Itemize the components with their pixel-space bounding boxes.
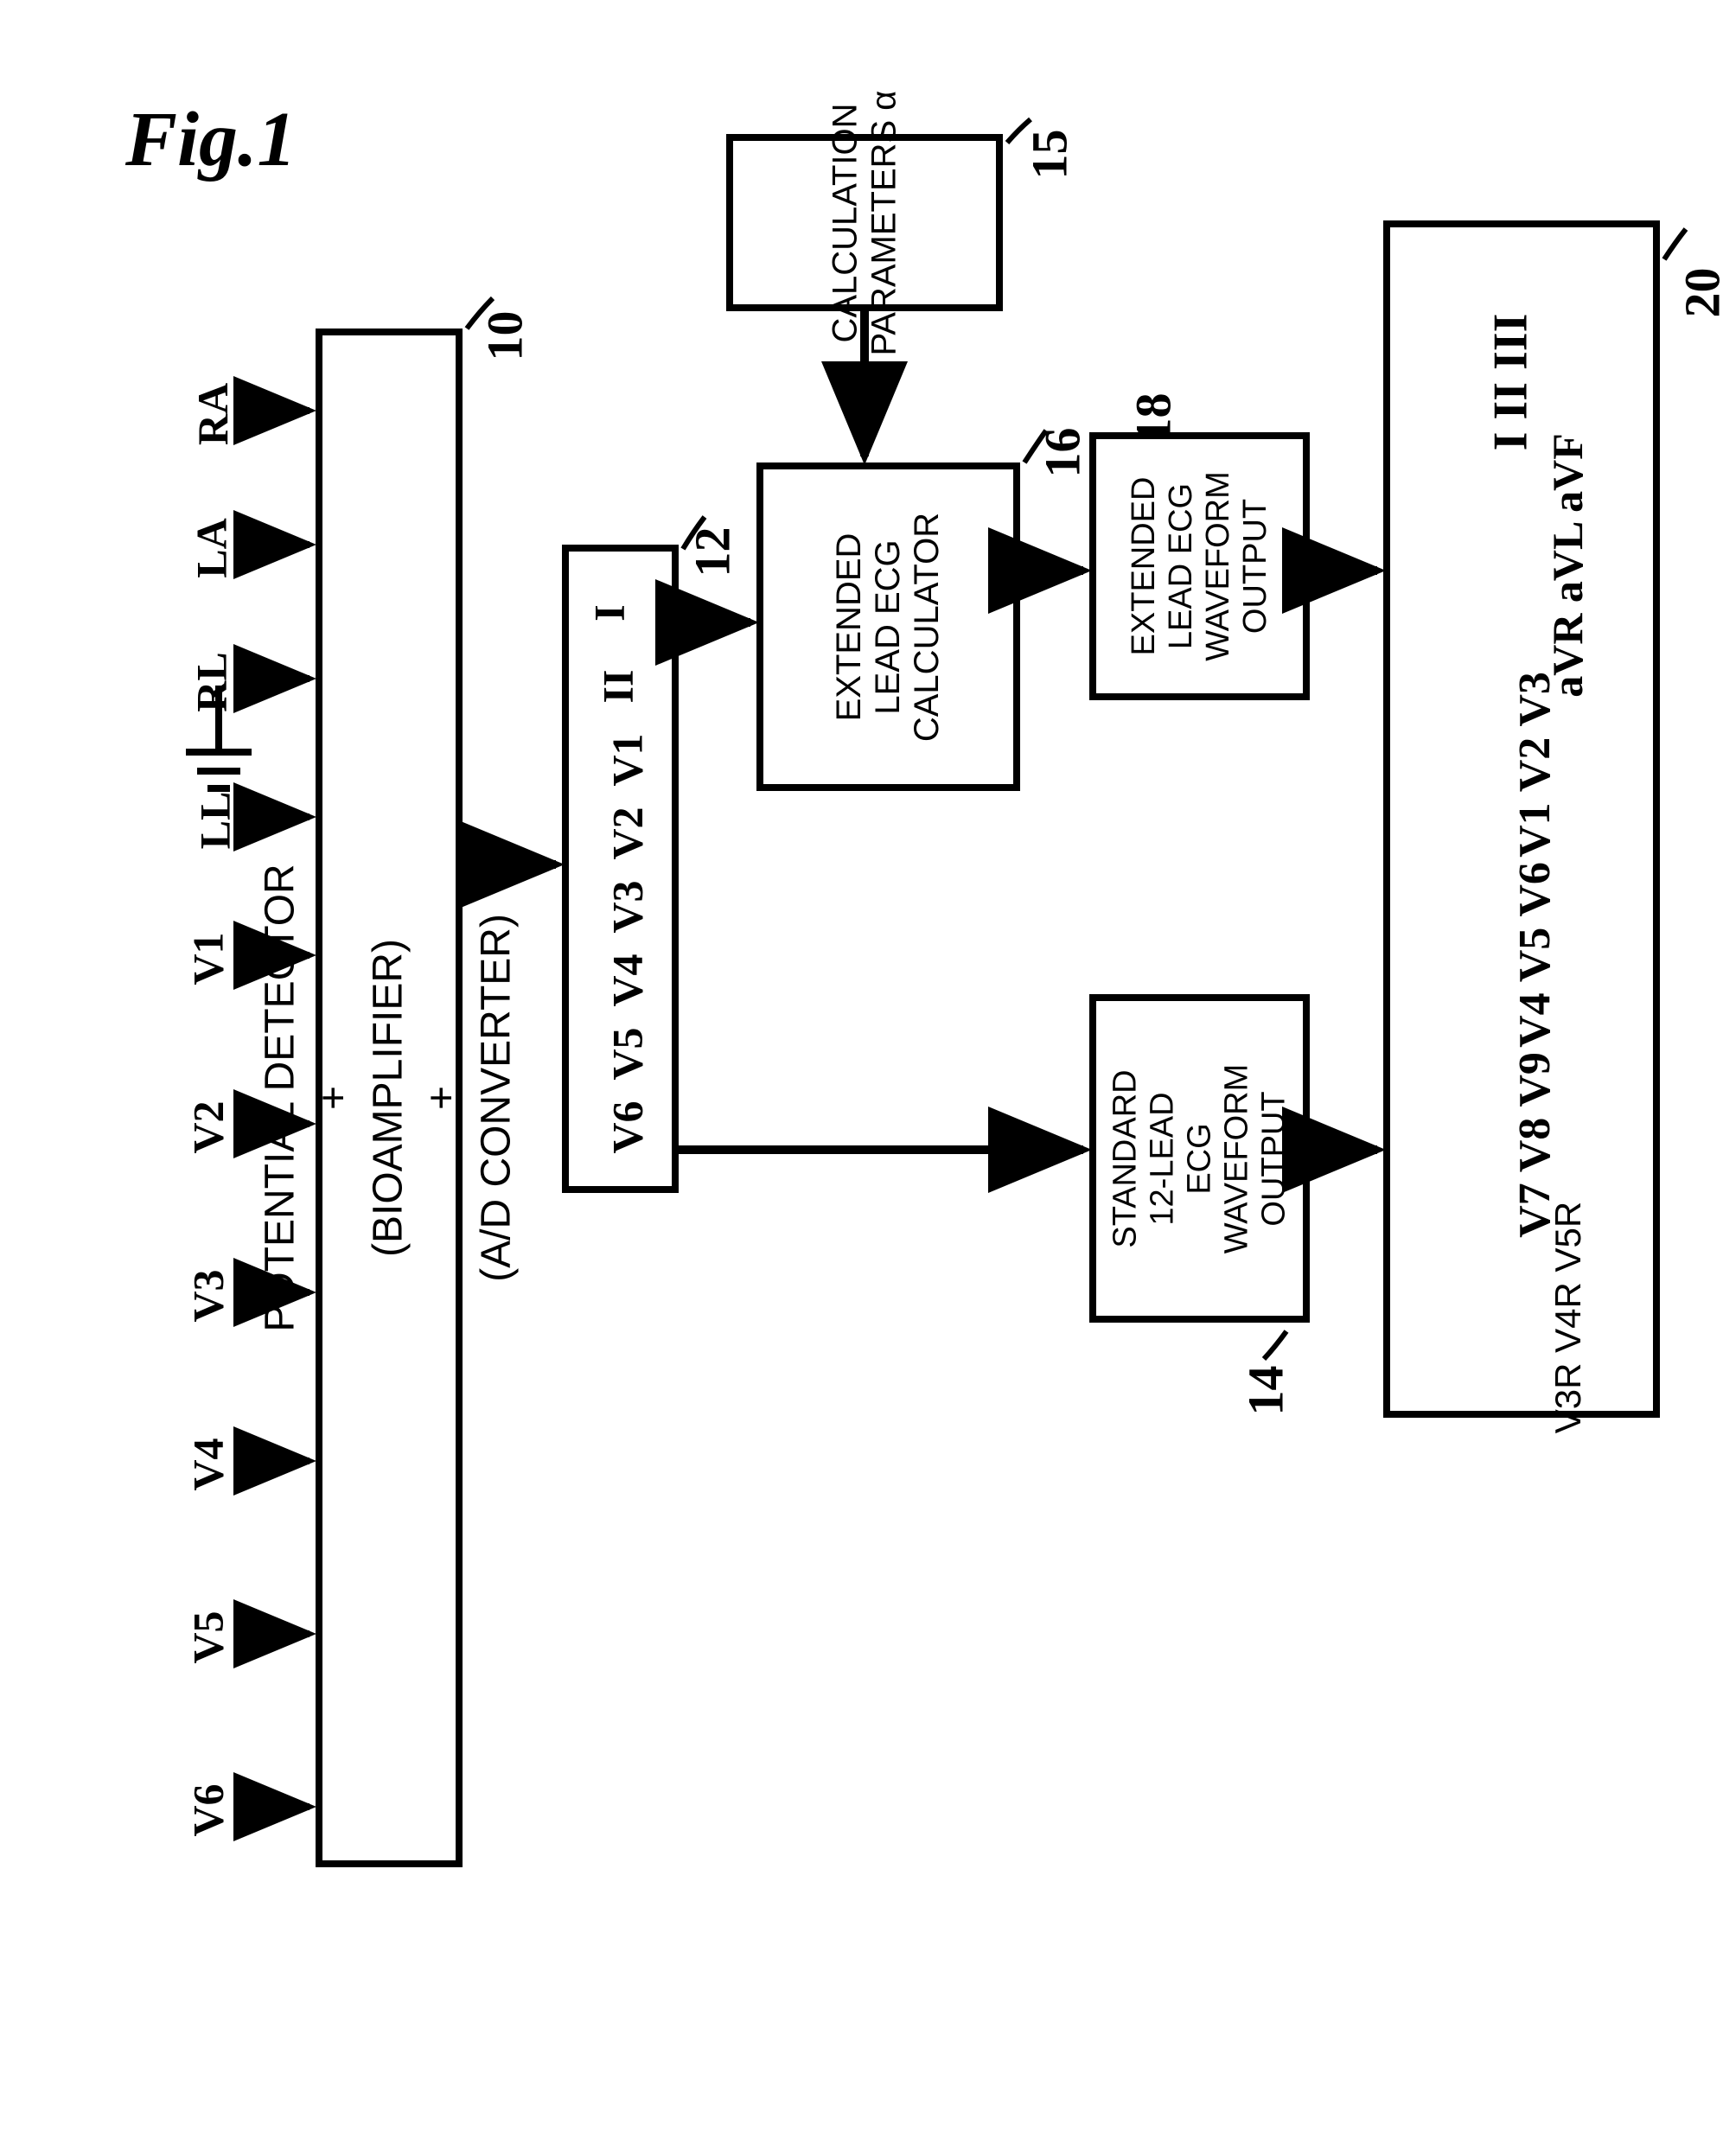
standard-output-label: STANDARD 12-LEAD ECG WAVEFORM OUTPUT <box>1107 1063 1292 1253</box>
block-extended-calc: EXTENDED LEAD ECG CALCULATOR <box>756 462 1020 791</box>
lead-i: I <box>584 604 635 621</box>
input-label-v5: V5 <box>183 1611 233 1663</box>
input-label-v2: V2 <box>183 1100 233 1153</box>
input-label-ra: RA <box>188 383 238 445</box>
display-row-3: V1 V2 V3 <box>1509 672 1560 858</box>
lead-v6: V6 <box>603 1100 653 1153</box>
lead-v5: V5 <box>603 1027 653 1080</box>
input-label-la: LA <box>187 518 237 577</box>
ref-12: 12 <box>684 527 742 577</box>
potential-detector-label: POTENTIAL DETECTOR + (BIOAMPLIFIER) + (A… <box>254 864 524 1331</box>
block-potential-detector: POTENTIAL DETECTOR + (BIOAMPLIFIER) + (A… <box>316 329 463 1867</box>
lead-v3: V3 <box>603 880 653 933</box>
block-extended-output: EXTENDED LEAD ECG WAVEFORM OUTPUT <box>1089 432 1310 700</box>
extended-output-label: EXTENDED LEAD ECG WAVEFORM OUTPUT <box>1125 471 1273 661</box>
extended-calc-label: EXTENDED LEAD ECG CALCULATOR <box>830 512 947 741</box>
input-label-v3: V3 <box>183 1269 233 1322</box>
ref-15: 15 <box>1021 130 1079 180</box>
ref-20: 20 <box>1674 268 1723 318</box>
figure-title: Fig.1 <box>125 95 297 184</box>
ref-10: 10 <box>476 311 534 361</box>
figure-container: Fig.1 RA LA RL LL V1 V2 V3 V4 V5 V6 POTE… <box>0 0 1723 2156</box>
block-lead-list <box>562 545 679 1193</box>
ref-16: 16 <box>1034 428 1092 478</box>
lead-ii: II <box>592 670 642 704</box>
display-row-6: V3R V4R V5R <box>1548 1202 1589 1433</box>
lead-v1: V1 <box>603 733 653 786</box>
input-label-ll: LL <box>189 792 239 850</box>
block-standard-output: STANDARD 12-LEAD ECG WAVEFORM OUTPUT <box>1089 994 1310 1323</box>
input-label-v1: V1 <box>183 932 233 985</box>
display-row-4: V4 V5 V6 <box>1509 862 1560 1048</box>
display-row-1: I II III <box>1483 314 1538 451</box>
input-label-v6: V6 <box>183 1783 233 1836</box>
input-label-rl: RL <box>187 652 237 711</box>
ref-14: 14 <box>1237 1366 1295 1416</box>
ref-18: 18 <box>1125 393 1183 443</box>
block-calc-params: CALCULATION PARAMETERS α <box>726 134 1003 311</box>
lead-v2: V2 <box>603 807 653 859</box>
input-label-v4: V4 <box>183 1438 233 1490</box>
display-row-2: aVR aVL aVF <box>1542 433 1592 698</box>
lead-v4: V4 <box>603 954 653 1006</box>
calc-params-label: CALCULATION PARAMETERS α <box>826 90 903 355</box>
